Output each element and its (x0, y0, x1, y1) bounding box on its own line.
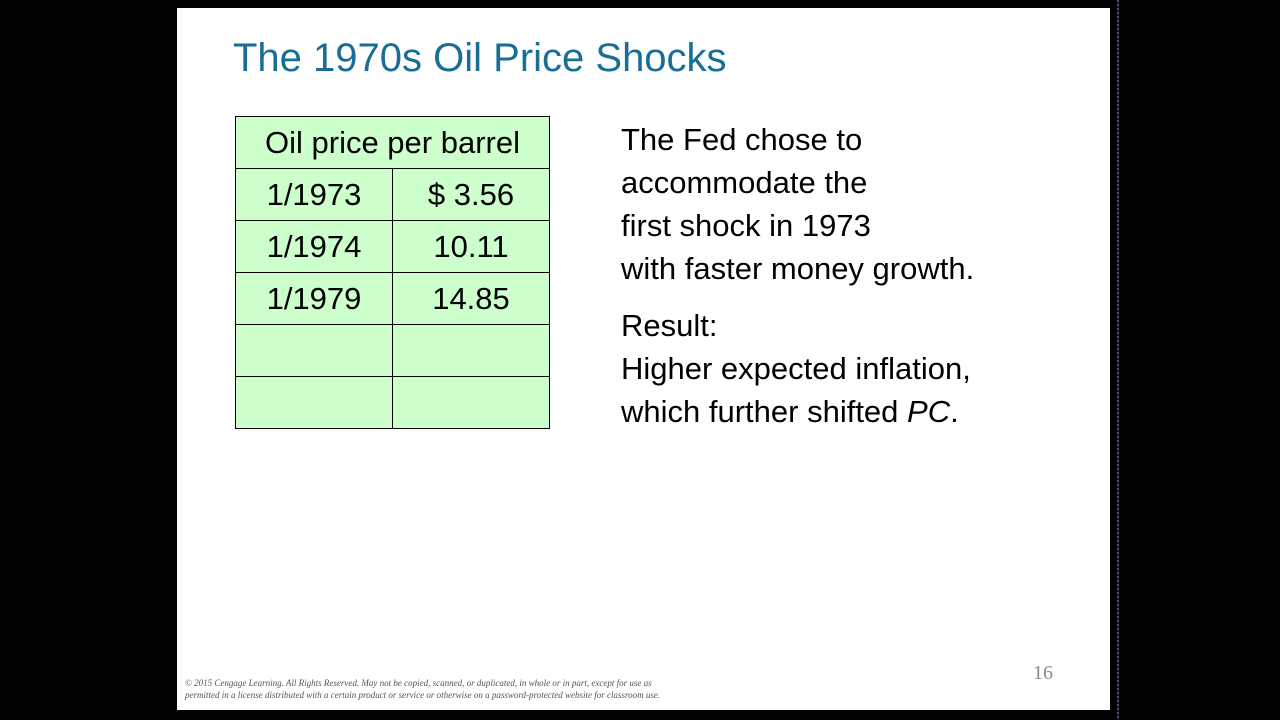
pc-italic: PC (907, 394, 951, 429)
table-row: 1/1979 14.85 (235, 272, 550, 325)
price-cell: 10.11 (392, 220, 550, 273)
copyright-line: © 2015 Cengage Learning. All Rights Rese… (185, 678, 652, 688)
date-cell: 1/1973 (235, 168, 393, 221)
text-line: first shock in 1973 (621, 208, 871, 243)
text-fragment: which further shifted (621, 394, 908, 429)
text-line: The Fed chose to (621, 122, 863, 157)
slide-title: The 1970s Oil Price Shocks (233, 36, 727, 80)
text-line: with faster money growth. (621, 251, 975, 286)
price-cell (392, 324, 550, 377)
table-row (235, 324, 550, 377)
text-fragment: . (950, 394, 959, 429)
date-cell (235, 324, 393, 377)
table-row (235, 376, 550, 429)
page-number: 16 (1033, 662, 1053, 684)
price-cell: $ 3.56 (392, 168, 550, 221)
copyright-line: permitted in a license distributed with … (185, 690, 661, 700)
copyright-notice: © 2015 Cengage Learning. All Rights Rese… (185, 677, 805, 701)
table-header: Oil price per barrel (235, 116, 550, 169)
table-row: 1/1974 10.11 (235, 220, 550, 273)
price-cell: 14.85 (392, 272, 550, 325)
edge-stripe (1117, 0, 1119, 720)
date-cell: 1/1979 (235, 272, 393, 325)
oil-price-table: Oil price per barrel 1/1973 $ 3.56 1/197… (235, 116, 550, 429)
body-text: The Fed chose to accommodate the first s… (621, 118, 1081, 433)
table-row: 1/1973 $ 3.56 (235, 168, 550, 221)
date-cell: 1/1974 (235, 220, 393, 273)
table-header-row: Oil price per barrel (235, 116, 550, 169)
text-line: Result: (621, 308, 718, 343)
date-cell (235, 376, 393, 429)
slide: The 1970s Oil Price Shocks Oil price per… (177, 8, 1110, 710)
price-cell (392, 376, 550, 429)
result-paragraph: Result: Higher expected inflation, which… (621, 304, 1081, 433)
text-line: Higher expected inflation, (621, 351, 971, 386)
fed-paragraph: The Fed chose to accommodate the first s… (621, 118, 1081, 290)
text-line: accommodate the (621, 165, 868, 200)
text-line: which further shifted PC. (621, 390, 1081, 433)
